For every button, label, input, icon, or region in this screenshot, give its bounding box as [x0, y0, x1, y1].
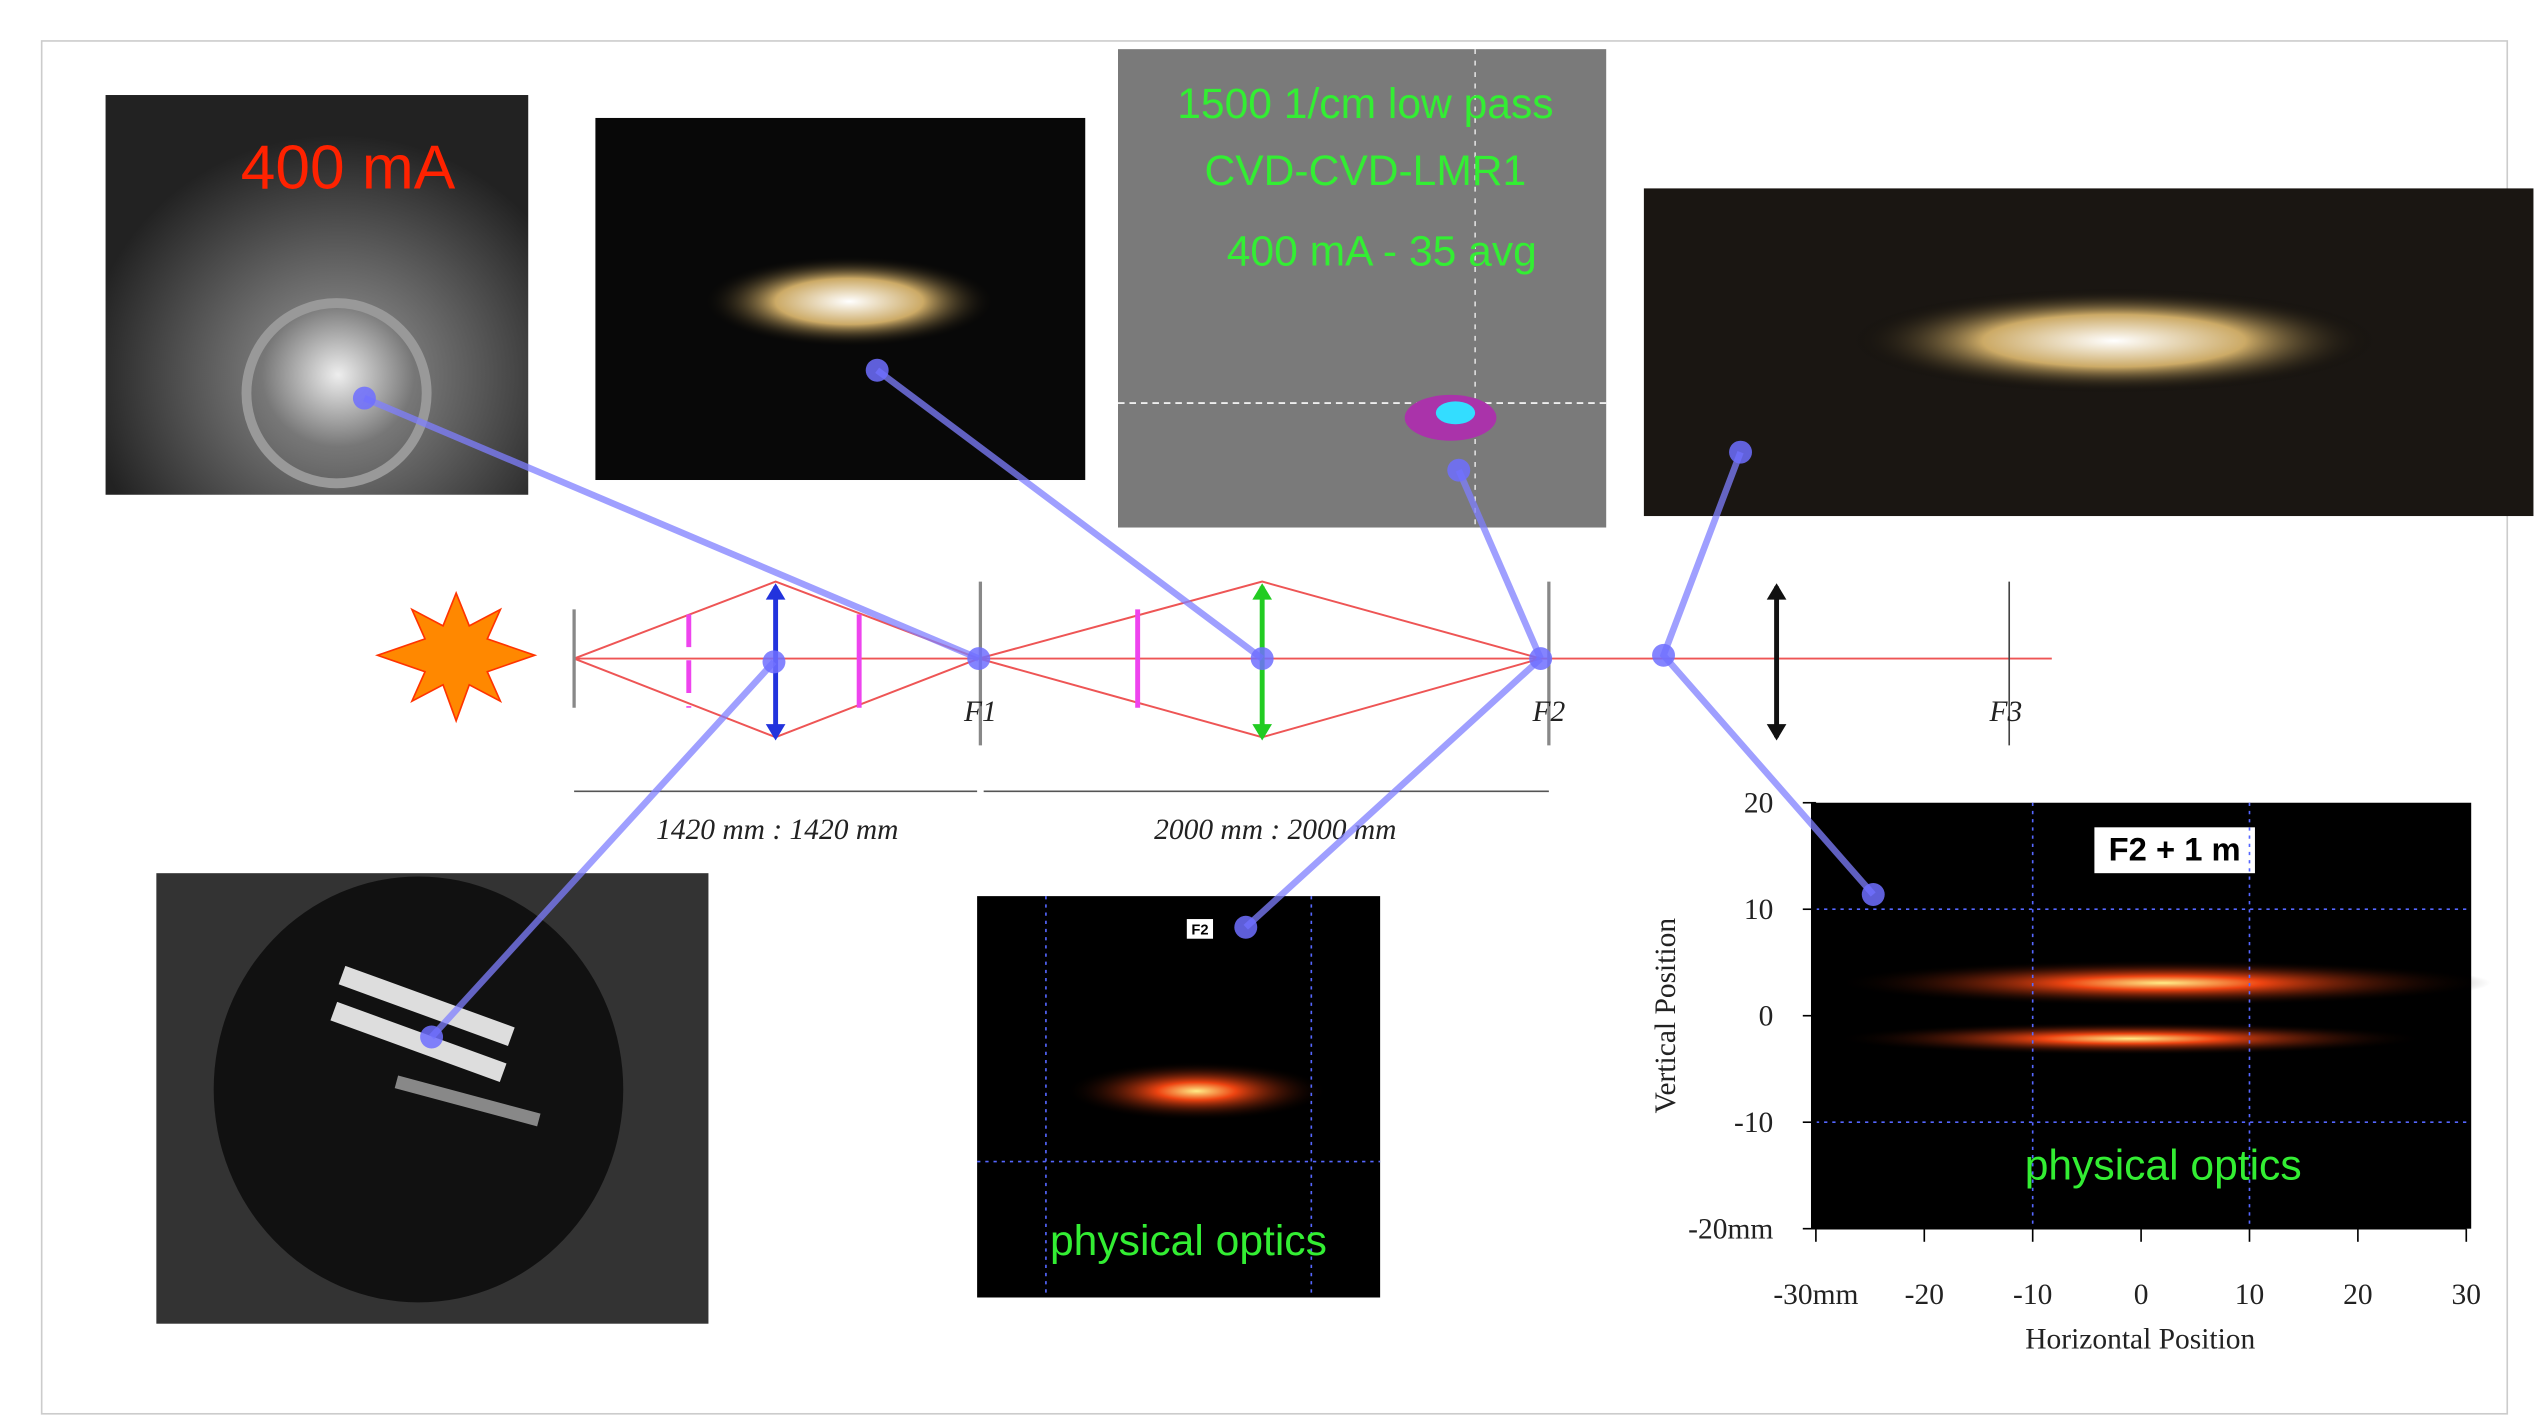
x-tick-label: 30: [2452, 1279, 2481, 1311]
lens: [1767, 724, 1787, 740]
plot-title: F2 + 1 m: [2109, 831, 2241, 868]
node: [967, 647, 990, 670]
lens: [1252, 724, 1272, 740]
x-tick-label: -10: [2013, 1279, 2052, 1311]
y-tick-label: -20mm: [1688, 1214, 1773, 1246]
focus-label: F1: [963, 696, 997, 728]
lens: [1252, 583, 1272, 599]
node: [1729, 441, 1752, 464]
lens: [766, 724, 786, 740]
plot-label: F2: [1191, 922, 1208, 938]
distance-label: 2000 mm : 2000 mm: [1154, 814, 1396, 846]
x-tick-label: -30mm: [1773, 1279, 1858, 1311]
source: [378, 593, 535, 721]
node: [1652, 644, 1675, 667]
node: [763, 650, 786, 673]
y-tick-label: 10: [1744, 894, 1773, 926]
y-tick-label: 0: [1759, 1001, 1774, 1033]
beam-profile: [1066, 1062, 1328, 1121]
x-tick-label: 10: [2235, 1279, 2264, 1311]
beam-spot: [702, 256, 997, 348]
node: [1529, 647, 1552, 670]
x-tick-label: -20: [1905, 1279, 1944, 1311]
beam-core: [1436, 401, 1475, 424]
x-tick-label: 0: [2134, 1279, 2149, 1311]
y-tick-label: 20: [1744, 788, 1773, 820]
lens: [766, 583, 786, 599]
node: [1251, 647, 1274, 670]
annotation: physical optics: [2025, 1142, 2302, 1190]
connector: [1246, 659, 1541, 928]
beam-profile: [1836, 1022, 2426, 1055]
node: [866, 359, 889, 382]
spectrum-text: 1500 1/cm low pass: [1177, 80, 1553, 128]
node: [420, 1026, 443, 1049]
node: [1234, 916, 1257, 939]
beam-spot: [1852, 288, 2376, 393]
annotation: physical optics: [1050, 1217, 1327, 1265]
ray: [574, 582, 1541, 659]
beam-profile: [1836, 960, 2491, 1006]
focus-label: F3: [1989, 696, 2023, 728]
current-label: 400 mA: [241, 133, 456, 202]
x-tick-label: 20: [2343, 1279, 2372, 1311]
spectrum-text: CVD-CVD-LMR1: [1205, 147, 1527, 195]
y-axis-label: Vertical Position: [1650, 918, 1682, 1114]
slide: 400 mA 1500 1/cm low pass CVD-CVD-LMR1 4…: [0, 0, 2544, 1422]
spectrum-text: 400 mA - 35 avg: [1227, 227, 1537, 275]
simulation-plot: F2 + 1 m physical optics Horizontal Posi…: [1650, 788, 2491, 1356]
y-tick-label: -10: [1734, 1107, 1773, 1139]
focus-label: F2: [1531, 696, 1565, 728]
node: [353, 387, 376, 410]
x-axis-label: Horizontal Position: [2025, 1323, 2255, 1355]
distance-label: 1420 mm : 1420 mm: [656, 814, 898, 846]
node: [1862, 883, 1885, 906]
node: [1447, 459, 1470, 482]
lens: [1767, 583, 1787, 599]
